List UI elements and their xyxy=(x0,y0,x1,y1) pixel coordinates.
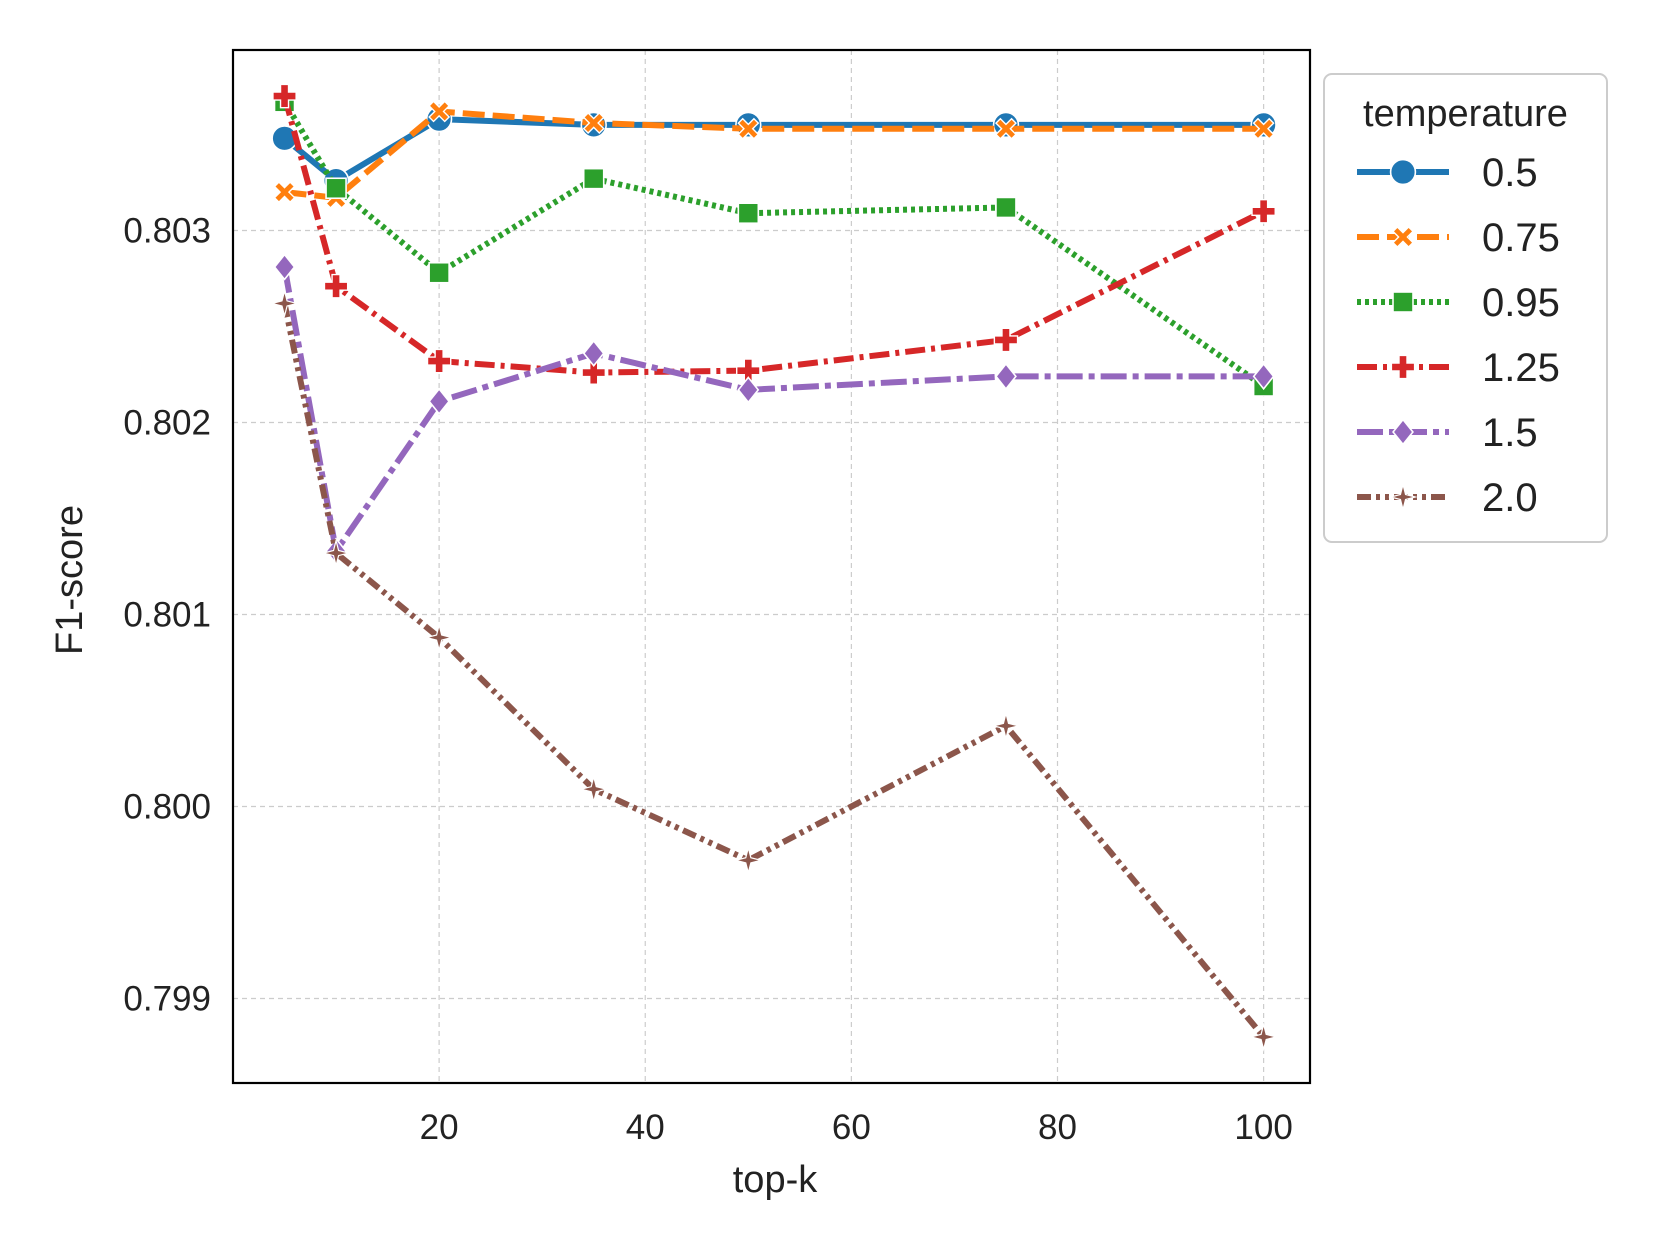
axes-layer: 20 40 60 80 100 0.799 0.800 0.801 0.802 0.803 xyxy=(123,48,1312,1147)
data-point xyxy=(1252,362,1275,391)
data-point xyxy=(323,273,349,299)
data-point xyxy=(993,327,1019,353)
data-point xyxy=(994,117,1017,140)
y-axis-label: F1-score xyxy=(49,505,91,655)
data-point xyxy=(733,845,764,876)
legend-entry: 1.25 xyxy=(1357,346,1560,390)
data-point xyxy=(273,253,296,281)
data-point xyxy=(995,362,1017,391)
data-point xyxy=(578,774,609,805)
x-tick-label: 100 xyxy=(1234,1108,1292,1147)
data-point xyxy=(273,181,296,204)
legend-entry: 0.5 xyxy=(1357,151,1538,195)
legend-label: 0.5 xyxy=(1482,151,1538,195)
data-point xyxy=(737,117,760,140)
legend-title: temperature xyxy=(1363,93,1568,135)
grid-layer xyxy=(233,50,1310,1083)
data-point xyxy=(581,360,607,385)
legend-marker xyxy=(1392,226,1414,248)
legend-label: 1.25 xyxy=(1482,346,1560,390)
x-axis-label: top-k xyxy=(733,1159,818,1201)
data-point xyxy=(1252,117,1275,140)
data-point xyxy=(1248,1022,1279,1052)
data-point xyxy=(991,711,1021,741)
series-line xyxy=(281,95,1265,376)
series-1.5 xyxy=(273,253,1275,565)
legend-label: 1.5 xyxy=(1482,411,1538,455)
legend-label: 0.95 xyxy=(1482,281,1560,325)
legend-marker xyxy=(1389,158,1417,186)
y-tick-label: 0.802 xyxy=(123,403,211,442)
data-point xyxy=(426,348,452,374)
legend-marker xyxy=(1390,354,1416,380)
data-point xyxy=(428,387,451,416)
data-point xyxy=(325,177,347,200)
y-tick-label: 0.799 xyxy=(123,980,211,1019)
plot-frame xyxy=(231,48,1312,1085)
data-point xyxy=(737,202,760,225)
series-layer xyxy=(269,83,1279,1052)
data-point xyxy=(428,100,451,123)
series-0.5 xyxy=(271,105,1277,194)
series-0.75 xyxy=(273,100,1275,209)
data-point xyxy=(582,339,605,368)
data-point xyxy=(428,261,450,284)
y-tick-label: 0.800 xyxy=(123,788,211,827)
data-point xyxy=(995,196,1017,219)
data-point xyxy=(1251,198,1276,224)
legend-entry: 1.5 xyxy=(1357,411,1538,455)
legend-marker xyxy=(1388,482,1418,512)
series-line xyxy=(281,100,1266,389)
data-point xyxy=(737,376,760,404)
legend-label: 2.0 xyxy=(1482,476,1538,520)
x-tick-label: 20 xyxy=(420,1108,459,1147)
x-tick-label: 60 xyxy=(832,1108,871,1147)
data-point xyxy=(269,288,300,319)
legend: temperature 0.5 0.75 0.95 1.25 1.5 2.0 xyxy=(1323,73,1608,543)
legend-marker xyxy=(1392,291,1414,313)
series-line xyxy=(281,266,1264,555)
data-point xyxy=(582,111,605,134)
series-1.25 xyxy=(272,83,1276,385)
legend-entry: 0.95 xyxy=(1357,281,1560,325)
legend-marker xyxy=(1392,418,1414,446)
data-point xyxy=(424,622,454,653)
legend-box xyxy=(1323,73,1608,543)
x-tick-label: 40 xyxy=(626,1108,665,1147)
data-point xyxy=(321,538,351,568)
x-tick-label: 80 xyxy=(1038,1108,1077,1147)
legend-label: 0.75 xyxy=(1482,216,1560,260)
series-2.0 xyxy=(269,288,1279,1052)
y-tick-label: 0.803 xyxy=(123,211,211,250)
legend-entry: 2.0 xyxy=(1357,476,1538,520)
y-tick-label: 0.801 xyxy=(123,596,211,635)
legend-entry: 0.75 xyxy=(1357,216,1560,260)
data-point xyxy=(582,167,605,190)
data-point xyxy=(272,83,297,109)
